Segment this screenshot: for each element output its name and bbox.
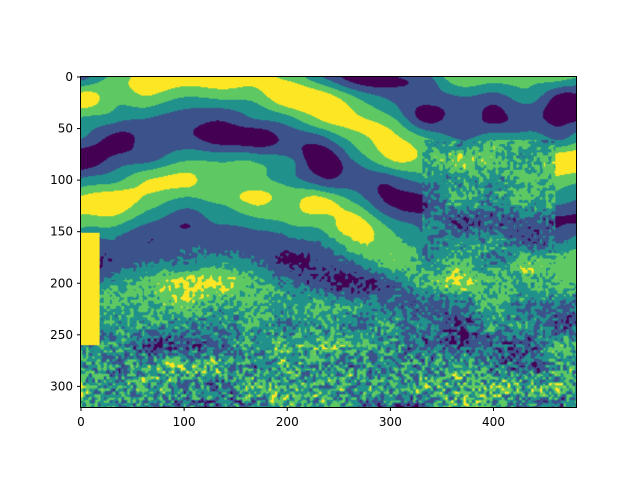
y-tick-label: 50 [58,122,73,136]
y-tick-label: 0 [65,70,73,84]
y-tick-label: 150 [50,225,73,239]
x-tick-label: 100 [173,415,196,429]
x-tick-label: 400 [482,415,505,429]
y-tick-label: 300 [50,379,73,393]
x-tick-label: 0 [77,415,85,429]
y-tick-label: 100 [50,173,73,187]
y-tick-label: 250 [50,328,73,342]
x-tick-label: 200 [276,415,299,429]
plot-frame [80,76,577,408]
heatmap-raster [81,77,576,407]
heatmap-image [81,77,576,407]
x-tick-label: 300 [379,415,402,429]
y-tick-label: 200 [50,276,73,290]
y-axis: 0 50 100 150 200 250 300 [50,70,81,393]
x-axis: 0 100 200 300 400 [77,407,505,429]
